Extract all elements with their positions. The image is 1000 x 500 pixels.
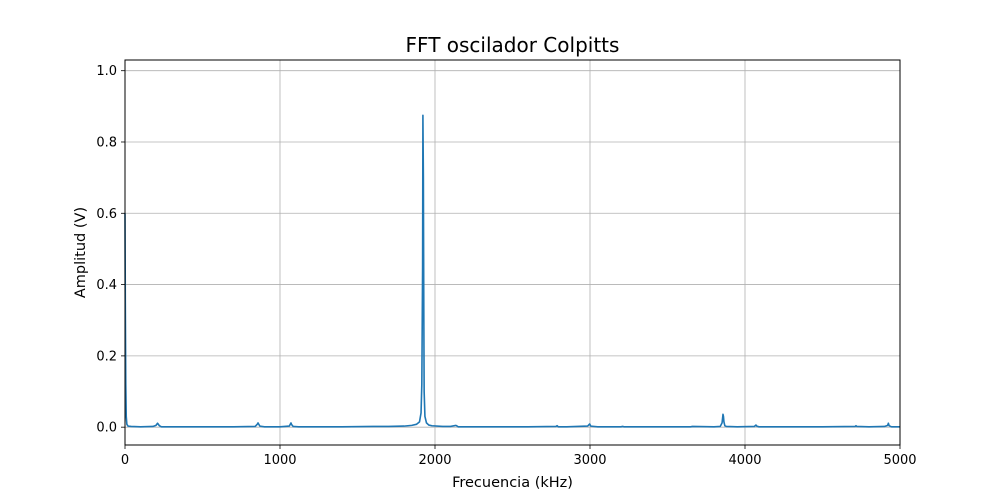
y-tick-label: 0.2 <box>96 349 117 364</box>
x-tick-label: 2000 <box>418 453 451 468</box>
x-tick-label: 5000 <box>883 453 916 468</box>
fft-series-line <box>124 114 900 428</box>
x-tick-label: 0 <box>121 453 129 468</box>
y-axis-label: Amplitud (V) <box>73 207 89 298</box>
chart-title: FFT oscilador Colpitts <box>406 33 620 57</box>
x-tick-label: 3000 <box>573 453 606 468</box>
x-tick-label: 1000 <box>263 453 296 468</box>
y-tick-label: 0.0 <box>96 421 117 436</box>
plot-frame <box>124 59 901 446</box>
y-tick-label: 0.8 <box>96 135 117 150</box>
x-axis-label: Frecuencia (kHz) <box>452 475 573 491</box>
y-tick-label: 0.6 <box>96 207 117 222</box>
y-tick-label: 1.0 <box>96 64 117 79</box>
x-tick-label: 4000 <box>728 453 761 468</box>
axis-ticks: 0 1000 2000 3000 4000 5000 0.0 0.2 0.4 0.6 0.8 1.0 <box>96 64 916 468</box>
y-tick-label: 0.4 <box>96 278 117 293</box>
